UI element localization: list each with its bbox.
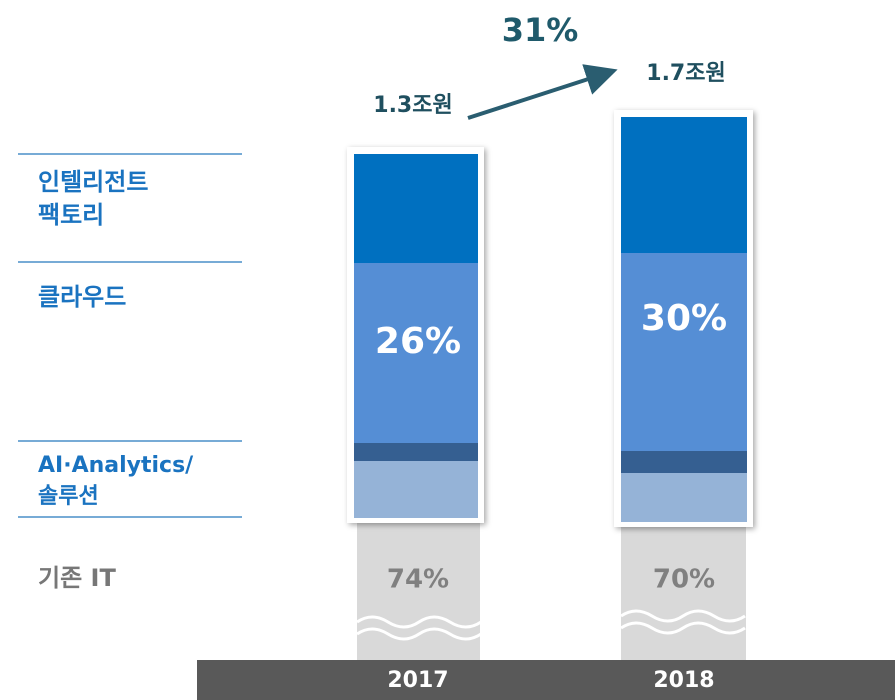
segment: [621, 253, 747, 451]
break-mark: [356, 615, 482, 641]
segment: [354, 443, 478, 461]
share-label: 70%: [653, 565, 715, 595]
segment: [621, 117, 747, 253]
legend-label: 인텔리전트: [38, 168, 148, 196]
total-label: 1.3조원: [373, 93, 452, 118]
segment: [621, 473, 747, 522]
segment: [354, 461, 478, 518]
legend-label: 기존 IT: [38, 564, 116, 592]
year-label: 2017: [387, 668, 448, 693]
segment: [354, 263, 478, 443]
growth-rate: 31%: [502, 11, 579, 49]
growth-arrow: [467, 64, 618, 120]
legend-label: 팩토리: [38, 201, 104, 229]
legend-label: AI·Analytics/: [38, 453, 194, 478]
share-label: 26%: [375, 321, 461, 362]
share-label: 74%: [387, 565, 449, 595]
legend-label: 솔루션: [38, 484, 99, 509]
year-band: [197, 660, 895, 700]
legacy-bar: [621, 524, 746, 660]
legend-label: 클라우드: [38, 283, 126, 311]
share-label: 30%: [641, 298, 727, 339]
segment: [354, 154, 478, 263]
year-label: 2018: [653, 668, 714, 693]
total-label: 1.7조원: [646, 61, 725, 86]
legend-dividers: [18, 153, 242, 518]
legend: 인텔리전트 팩토리 클라우드 AI·Analytics/ 솔루션: [38, 168, 194, 509]
segment: [621, 451, 747, 473]
break-mark: [620, 609, 746, 635]
